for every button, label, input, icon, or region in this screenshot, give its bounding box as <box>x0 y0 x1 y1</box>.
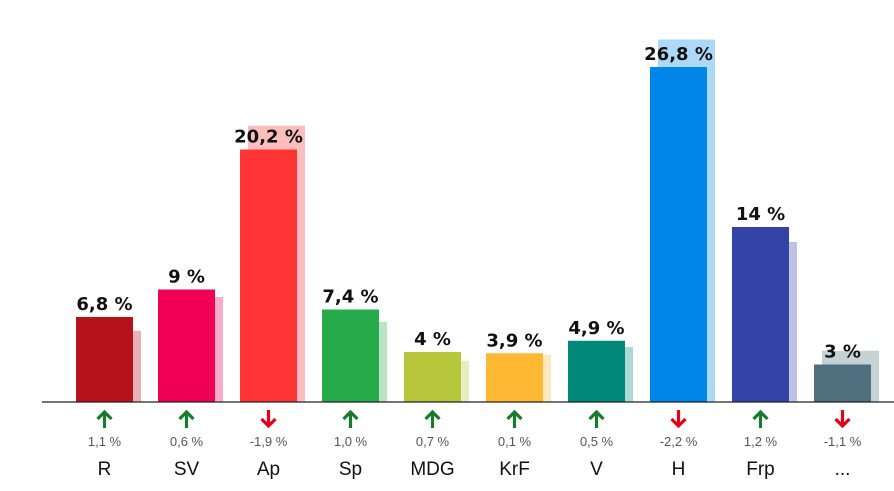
bar-current <box>486 353 543 402</box>
bar-current <box>814 364 871 402</box>
change-label: -2,2 % <box>660 434 698 449</box>
category-label: ... <box>835 459 851 480</box>
arrow-up-icon <box>588 409 605 428</box>
value-label: 9 % <box>168 267 205 288</box>
change-arrows <box>96 409 851 429</box>
current-result-bars <box>76 67 871 402</box>
change-label: 0,5 % <box>580 434 614 449</box>
change-label: -1,1 % <box>824 434 862 449</box>
change-label: 0,7 % <box>416 434 450 449</box>
change-label: 1,2 % <box>744 434 778 449</box>
arrow-up-icon <box>96 409 113 428</box>
arrow-down-icon <box>260 410 277 429</box>
category-label: Frp <box>746 459 775 480</box>
bar-current <box>732 227 789 402</box>
change-label: 1,1 % <box>88 434 122 449</box>
arrow-up-icon <box>752 409 769 428</box>
category-label: KrF <box>499 459 530 480</box>
category-label: V <box>590 459 603 480</box>
arrow-up-icon <box>178 409 195 428</box>
value-label: 26,8 % <box>644 44 713 65</box>
change-label: 1,0 % <box>334 434 368 449</box>
arrow-up-icon <box>506 409 523 428</box>
change-label: 0,1 % <box>498 434 532 449</box>
arrow-up-icon <box>424 409 441 428</box>
bar-current <box>240 149 297 402</box>
category-label: H <box>672 459 686 480</box>
bar-current <box>76 317 133 402</box>
value-label: 6,8 % <box>76 294 132 315</box>
value-label: 7,4 % <box>322 287 378 308</box>
value-label: 4 % <box>414 329 451 350</box>
category-label: Ap <box>257 459 280 480</box>
value-label: 20,2 % <box>234 127 303 148</box>
category-label: MDG <box>410 459 454 480</box>
arrow-down-icon <box>834 410 851 429</box>
bar-current <box>650 67 707 402</box>
bar-current <box>404 352 461 402</box>
change-label: -1,9 % <box>250 434 288 449</box>
bar-current <box>158 289 215 402</box>
change-labels: 1,1 % 0,6 % -1,9 % 1,0 % 0,7 % 0,1 % 0,5 % -2,2… <box>88 434 862 449</box>
value-labels: 6,8 % 9 % 20,2 % 7,4 % 4 % 3,9 % 4,9 % 26,8 % 14… <box>76 44 861 363</box>
category-label: Sp <box>339 459 362 480</box>
bar-current <box>322 309 379 402</box>
category-label: SV <box>174 459 200 480</box>
category-labels: R SV Ap Sp MDG KrF V H Frp... <box>98 459 851 480</box>
value-label: 14 % <box>736 204 785 225</box>
bar-current <box>568 340 625 402</box>
arrow-up-icon <box>342 409 359 428</box>
arrow-down-icon <box>670 410 687 429</box>
category-label: R <box>98 459 112 480</box>
value-label: 3,9 % <box>486 330 542 351</box>
value-label: 3 % <box>824 342 861 363</box>
change-label: 0,6 % <box>170 434 204 449</box>
value-label: 4,9 % <box>568 318 624 339</box>
